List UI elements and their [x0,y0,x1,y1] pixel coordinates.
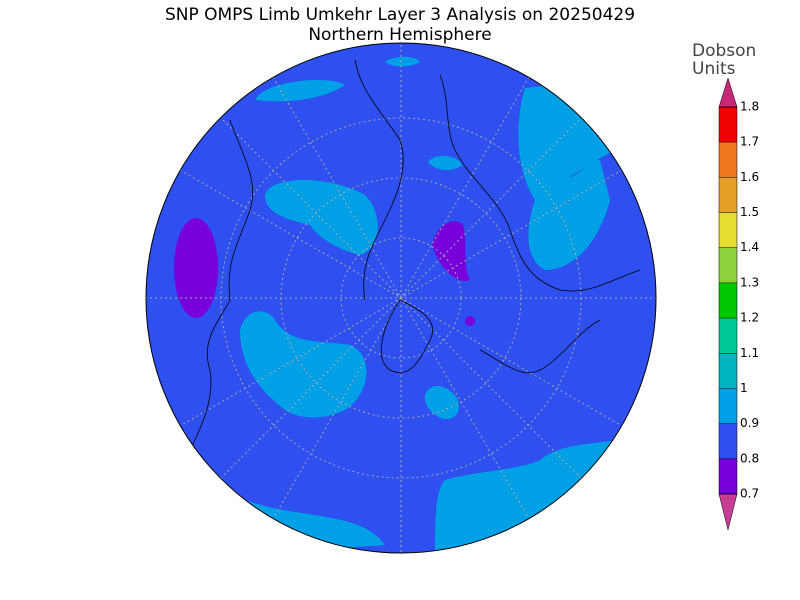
title: SNP OMPS Limb Umkehr Layer 3 Analysis on… [165,5,635,25]
map [146,43,656,553]
colorbar-tick-label: 1.6 [740,170,759,184]
colorbar-segment [719,458,737,494]
colorbar-tick-label: 1.8 [740,100,759,114]
colorbar-segment [719,282,737,319]
colorbar: 0.7 0.8 0.9 1 1.1 1.2 1.3 1.4 1.5 1.6 1.7 1.8 [718,77,759,531]
colorbar-tick-label: 1.1 [740,346,759,360]
colorbar-tick-label: 1.2 [740,311,759,325]
map-border [145,42,657,554]
colorbar-segment [719,353,737,389]
unit-label: Dobson [692,41,756,61]
colorbar-tick-label: 1.7 [740,135,759,149]
colorbar-tick-label: 1 [740,381,748,395]
low-regions [174,218,475,326]
colorbar-segment [719,142,737,178]
colorbar-tick-label: 1.4 [740,240,759,254]
colorbar-under [718,493,738,531]
colorbar-tick-label: 1.3 [740,275,759,289]
colorbar-segment [719,177,737,213]
colorbar-over [718,77,738,108]
colorbar-segment [719,247,737,283]
colorbar-segment [719,388,737,424]
graticule [146,43,656,553]
colorbar-tick-label: 0.9 [740,416,759,430]
coastlines [189,59,641,451]
colorbar-tick-label: 0.7 [740,487,759,501]
colorbar-tick-label: 1.5 [740,205,759,219]
colorbar-segment [719,107,737,143]
colorbar-segment [719,318,737,354]
unit-label: Units [692,59,736,79]
colorbar-tick-label: 0.8 [740,451,759,465]
colorbar-segment [719,212,737,248]
subtitle: Northern Hemisphere [308,25,491,45]
colorbar-segment [719,423,737,459]
